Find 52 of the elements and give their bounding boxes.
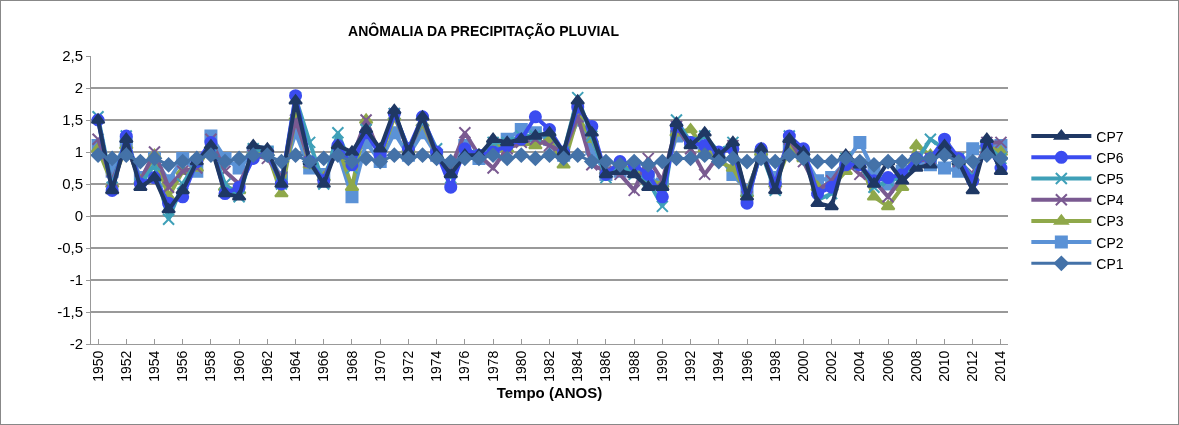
legend-label: CP7 <box>1096 128 1124 145</box>
legend-label: CP3 <box>1096 213 1124 230</box>
y-tick-label: 2 <box>74 79 83 97</box>
x-tick-label: 1982 <box>541 350 558 382</box>
x-tick-label: 1978 <box>484 350 501 382</box>
x-tick-label: 1988 <box>625 350 642 382</box>
x-tick-label: 1954 <box>146 350 163 382</box>
y-tick-label: -1,5 <box>57 303 83 321</box>
legend-label: CP2 <box>1096 234 1124 251</box>
x-tick-label: 1974 <box>428 350 445 382</box>
x-tick-label: 1950 <box>89 350 106 382</box>
x-tick-label: 1970 <box>371 350 388 382</box>
y-tick-label: -1 <box>69 271 83 289</box>
x-tick-label: 2014 <box>992 350 1009 382</box>
y-tick-label: -0,5 <box>57 239 83 257</box>
x-tick-label: 1962 <box>258 350 275 382</box>
x-tick-label: 2004 <box>851 350 868 382</box>
x-tick-label: 1952 <box>117 350 134 382</box>
legend-label: CP1 <box>1096 255 1124 272</box>
x-tick-label: 1966 <box>315 350 332 382</box>
y-tick-label: 1,5 <box>62 111 83 129</box>
legend-label: CP4 <box>1096 192 1124 209</box>
x-tick-label: 1984 <box>569 350 586 382</box>
y-tick-label: 1 <box>74 143 83 161</box>
legend-label: CP6 <box>1096 149 1124 166</box>
x-tick-label: 2008 <box>907 350 924 382</box>
x-tick-label: 1976 <box>456 350 473 382</box>
chart-title: ANÔMALIA DA PRECIPITAÇÃO PLUVIAL <box>348 22 620 40</box>
x-tick-label: 1994 <box>710 350 727 382</box>
x-tick-label: 2006 <box>879 350 896 382</box>
x-tick-label: 2000 <box>794 350 811 382</box>
x-tick-label: 1998 <box>766 350 783 382</box>
x-tick-label: 1986 <box>597 350 614 382</box>
y-tick-label: 0 <box>74 207 83 225</box>
y-tick-label: 0,5 <box>62 175 83 193</box>
x-tick-label: 1958 <box>202 350 219 382</box>
x-tick-label: 1960 <box>230 350 247 382</box>
x-tick-label: 2002 <box>823 350 840 382</box>
x-tick-label: 1964 <box>287 350 304 382</box>
x-tick-label: 1956 <box>174 350 191 382</box>
x-tick-label: 1980 <box>512 350 529 382</box>
x-tick-label: 1992 <box>682 350 699 382</box>
x-tick-label: 1968 <box>343 350 360 382</box>
x-tick-label: 2010 <box>936 350 953 382</box>
x-tick-label: 1996 <box>738 350 755 382</box>
x-tick-label: 2012 <box>964 350 981 382</box>
x-tick-label: 1972 <box>399 350 416 382</box>
legend-label: CP5 <box>1096 170 1124 187</box>
y-tick-label: -2 <box>69 335 83 353</box>
y-tick-label: 2,5 <box>62 47 83 65</box>
x-axis-title: Tempo (ANOS) <box>496 383 603 401</box>
x-tick-label: 1990 <box>653 350 670 382</box>
